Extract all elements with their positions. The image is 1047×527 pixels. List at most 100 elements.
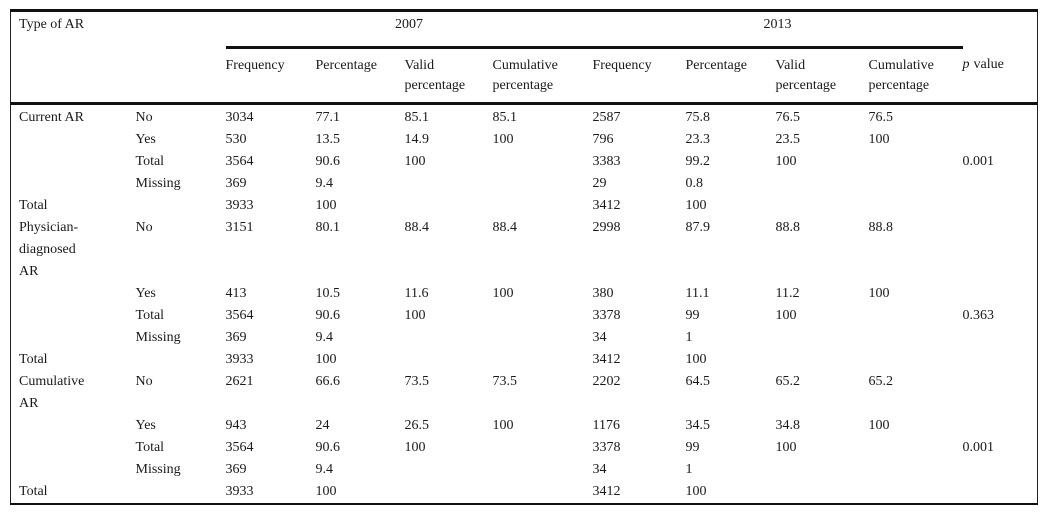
header-2007-percentage: Percentage <box>315 47 405 105</box>
p-value-cell <box>963 349 1038 371</box>
value-cell <box>776 349 869 371</box>
value-cell: 65.2 <box>775 374 801 389</box>
value-cell <box>405 173 493 195</box>
value-cell: 99.2 <box>685 154 711 169</box>
table-row: Yes 413 10.5 11.6 100 380 11.1 11.2 100 <box>11 283 1038 305</box>
value-cell: 24 <box>315 418 330 433</box>
value-cell: 100 <box>404 154 426 169</box>
value-cell: 3378 <box>592 440 621 455</box>
value-cell: 3412 <box>592 198 621 213</box>
value-cell <box>776 327 869 349</box>
value-cell: 3564 <box>225 308 254 323</box>
value-cell: 11.6 <box>404 286 429 301</box>
value-cell: 100 <box>775 154 797 169</box>
value-cell <box>869 437 963 459</box>
value-cell: 88.8 <box>868 220 894 235</box>
value-cell: 9.4 <box>315 330 334 345</box>
value-cell: 3564 <box>225 440 254 455</box>
p-value-cell: 0.001 <box>962 154 995 169</box>
value-cell: 3412 <box>592 352 621 367</box>
category-cell: Yes <box>135 418 156 433</box>
value-cell <box>493 195 593 217</box>
category-cell: Total <box>135 440 165 455</box>
value-cell <box>493 305 593 327</box>
value-cell: 3412 <box>592 484 621 499</box>
header-2013-valid-percentage: Valid percentage <box>775 47 869 105</box>
p-value-cell <box>963 129 1038 151</box>
value-cell <box>869 327 963 349</box>
value-cell <box>405 195 493 217</box>
section-label-cell <box>11 173 136 195</box>
category-cell <box>136 481 226 504</box>
category-cell <box>136 349 226 371</box>
p-value-header-text: value <box>973 56 1004 72</box>
year-2013-header: 2013 <box>592 10 963 49</box>
table-row: Yes 943 24 26.5 100 1176 34.5 34.8 100 <box>11 415 1038 437</box>
value-cell: 100 <box>775 440 797 455</box>
section-label-cell <box>11 415 136 437</box>
value-cell: 26.5 <box>404 418 430 433</box>
value-cell: 77.1 <box>315 110 341 125</box>
value-cell: 80.1 <box>315 220 341 235</box>
header-2007-valid-percentage: Valid percentage <box>404 47 493 105</box>
value-cell <box>869 173 963 195</box>
value-cell: 1 <box>685 330 693 345</box>
value-cell: 34 <box>592 462 607 477</box>
value-cell: 85.1 <box>404 110 430 125</box>
value-cell: 90.6 <box>315 440 341 455</box>
value-cell: 90.6 <box>315 308 341 323</box>
value-cell: 11.2 <box>775 286 800 301</box>
value-cell <box>493 349 593 371</box>
value-cell: 34.8 <box>775 418 801 433</box>
value-cell <box>869 459 963 481</box>
table-body: Current AR No 3034 77.1 85.1 85.1 2587 75.8 76.5… <box>11 104 1038 505</box>
value-cell: 100 <box>868 286 890 301</box>
section-label-cell <box>11 305 136 327</box>
p-value-cell <box>963 283 1038 305</box>
value-cell <box>776 173 869 195</box>
p-value-cell <box>963 371 1038 415</box>
value-cell <box>869 305 963 327</box>
value-cell: 100 <box>404 308 426 323</box>
value-cell: 2202 <box>592 374 621 389</box>
value-cell: 100 <box>492 418 514 433</box>
table-row: Missing 369 9.4 34 1 <box>11 327 1038 349</box>
value-cell: 13.5 <box>315 132 341 147</box>
value-cell: 943 <box>225 418 247 433</box>
category-cell: No <box>135 374 153 389</box>
value-cell: 0.8 <box>685 176 704 191</box>
section-label-cell: Physician-diagnosed AR <box>19 220 79 279</box>
value-cell: 66.6 <box>315 374 341 389</box>
p-value-cell <box>963 195 1038 217</box>
category-cell <box>136 195 226 217</box>
value-cell: 75.8 <box>685 110 711 125</box>
value-cell: 14.9 <box>404 132 430 147</box>
value-cell: 369 <box>225 462 247 477</box>
value-cell: 100 <box>775 308 797 323</box>
value-cell: 3034 <box>225 110 254 125</box>
category-cell: No <box>135 110 153 125</box>
empty-header-cell <box>10 47 226 105</box>
table-row: Total 3933 100 3412 100 <box>11 195 1038 217</box>
value-cell: 99 <box>685 308 700 323</box>
value-cell: 3933 <box>225 198 254 213</box>
table-row: Total 3564 90.6 100 3378 99 100 0.001 <box>11 437 1038 459</box>
sub-header-row: Frequency Percentage Valid percentage Cu… <box>10 47 1038 105</box>
category-cell: Missing <box>135 462 181 477</box>
value-cell: 2998 <box>592 220 621 235</box>
section-label-cell <box>11 129 136 151</box>
value-cell: 796 <box>592 132 614 147</box>
value-cell: 100 <box>315 352 337 367</box>
value-cell: 99 <box>685 440 700 455</box>
value-cell: 100 <box>868 132 890 147</box>
p-value-cell <box>963 104 1038 130</box>
category-cell: Missing <box>135 176 181 191</box>
value-cell: 100 <box>685 198 707 213</box>
value-cell: 34.5 <box>685 418 711 433</box>
section-label-cell <box>11 151 136 173</box>
value-cell: 76.5 <box>775 110 801 125</box>
value-cell: 100 <box>492 286 514 301</box>
value-cell <box>405 349 493 371</box>
value-cell: 9.4 <box>315 176 334 191</box>
value-cell: 85.1 <box>492 110 518 125</box>
